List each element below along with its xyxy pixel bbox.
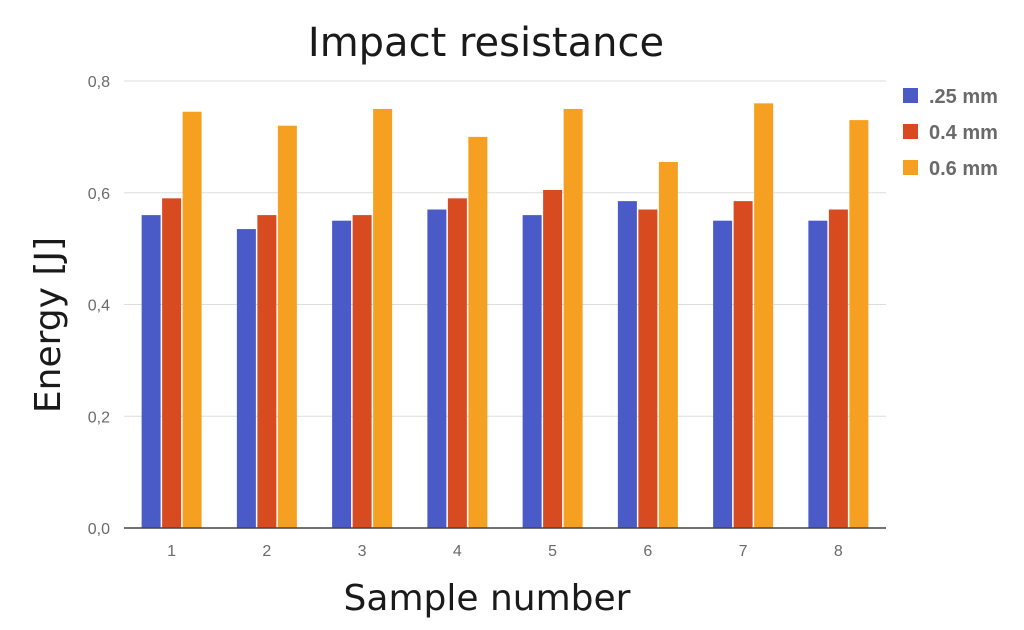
- bar: [849, 120, 869, 529]
- x-axis-ticks: 1 2 3 4 5 6 7 8: [167, 543, 843, 560]
- bar: [236, 229, 256, 528]
- legend-label: 0.4 mm: [929, 122, 998, 144]
- bar: [277, 125, 297, 528]
- bar: [754, 103, 774, 528]
- x-tick-label: 2: [262, 543, 271, 560]
- bar: [352, 215, 372, 528]
- bar: [182, 111, 202, 528]
- x-tick-label: 4: [453, 543, 462, 560]
- bar: [713, 220, 733, 528]
- bar: [733, 201, 753, 528]
- legend-label: .25 mm: [929, 86, 998, 108]
- x-tick-label: 5: [548, 543, 557, 560]
- bar: [332, 220, 352, 528]
- x-tick-label: 6: [643, 543, 652, 560]
- y-axis-ticks: 0,0 0,2 0,4 0,6 0,8: [88, 74, 110, 538]
- bar: [257, 215, 277, 528]
- bar: [617, 201, 637, 528]
- y-tick-label: 0,0: [88, 521, 110, 538]
- y-axis-title: Energy [J]: [28, 237, 69, 413]
- chart-title: Impact resistance: [308, 20, 664, 66]
- legend-swatch: [903, 88, 918, 103]
- bar: [468, 136, 488, 528]
- bar: [373, 108, 393, 528]
- bar: [543, 189, 563, 529]
- bar: [828, 209, 848, 528]
- bar: [808, 220, 828, 528]
- x-tick-label: 1: [167, 543, 176, 560]
- bar: [658, 162, 678, 529]
- bar: [447, 198, 467, 528]
- x-tick-label: 3: [358, 543, 367, 560]
- bar: [427, 209, 447, 528]
- legend-swatch: [903, 124, 918, 139]
- x-tick-label: 7: [739, 543, 748, 560]
- y-tick-label: 0,4: [88, 298, 110, 315]
- bars: [141, 103, 869, 529]
- x-axis-title: Sample number: [344, 578, 631, 619]
- y-tick-label: 0,8: [88, 74, 110, 91]
- bar: [162, 198, 182, 528]
- bar: [563, 108, 583, 528]
- bar: [638, 209, 658, 528]
- bar: [141, 215, 161, 528]
- legend-swatch: [903, 160, 918, 175]
- bar: [522, 215, 542, 528]
- legend-label: 0.6 mm: [929, 158, 998, 180]
- x-tick-label: 8: [834, 543, 843, 560]
- y-tick-label: 0,6: [88, 186, 110, 203]
- y-tick-label: 0,2: [88, 409, 110, 426]
- legend: .25 mm 0.4 mm 0.6 mm: [903, 86, 998, 180]
